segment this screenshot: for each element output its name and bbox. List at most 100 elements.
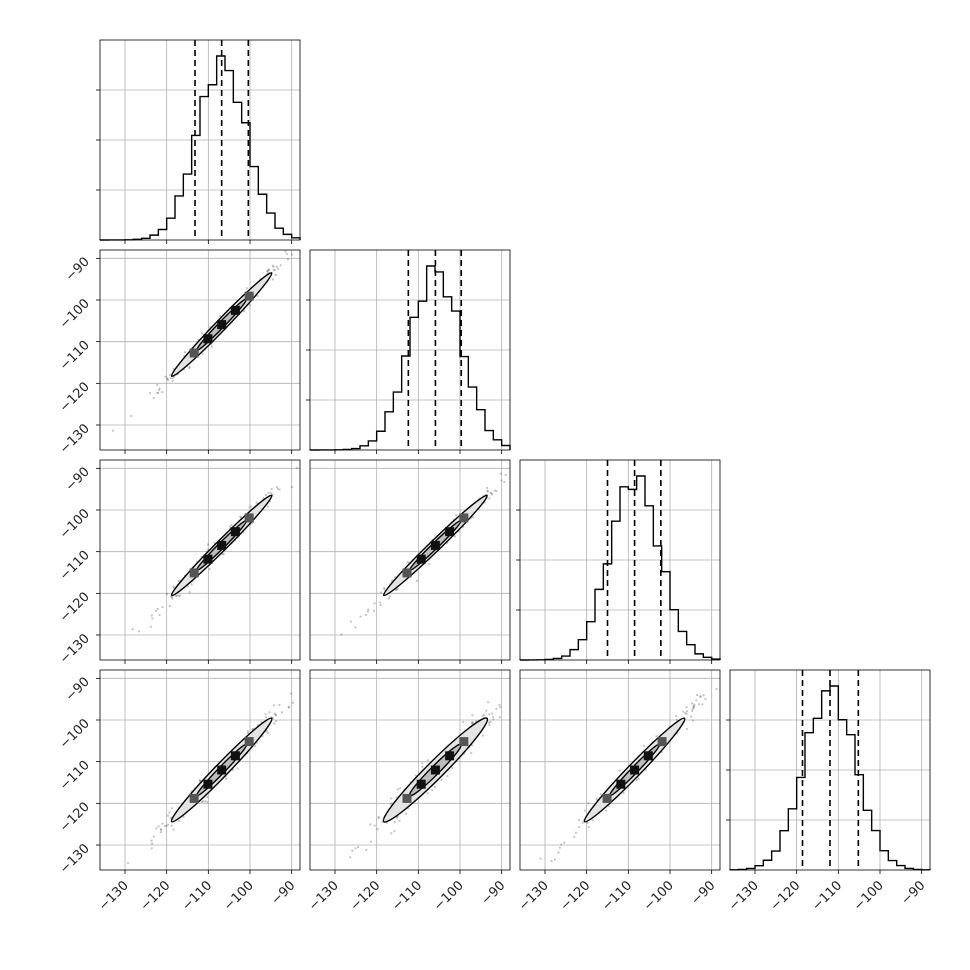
scatter-point — [704, 697, 707, 701]
density-cell — [459, 513, 469, 523]
scatter-point — [379, 603, 382, 607]
scatter-point — [111, 429, 114, 432]
scatter-point — [583, 809, 586, 812]
tick-label-y: −110 — [57, 338, 93, 374]
scatter-point — [406, 561, 409, 564]
density-cell — [230, 527, 240, 537]
scatter-point — [287, 706, 290, 709]
scatter-point — [587, 802, 590, 805]
scatter-point — [372, 609, 375, 612]
scatter-point — [161, 606, 164, 609]
scatter-point — [264, 712, 267, 716]
tick-label-y: −130 — [57, 841, 93, 877]
scatter-point — [273, 712, 277, 715]
scatter-point — [210, 345, 214, 348]
tick-label-x: −100 — [431, 878, 467, 914]
scatter-point — [389, 797, 392, 800]
scatter-point — [489, 491, 492, 494]
scatter-point — [489, 720, 492, 723]
scatter-point — [486, 701, 490, 704]
scatter-point — [156, 383, 159, 386]
scatter-point — [675, 718, 678, 721]
density-cell — [203, 779, 213, 789]
scatter-point — [488, 723, 491, 727]
scatter-point — [280, 711, 283, 714]
tick-label-x: −120 — [768, 878, 804, 914]
scatter-point — [699, 695, 702, 698]
histogram-0 — [99, 55, 301, 241]
scatter-point — [164, 375, 167, 378]
scatter-point — [270, 487, 273, 491]
scatter-point — [290, 486, 294, 489]
scatter-point — [504, 473, 507, 476]
tick-label-x: −120 — [348, 878, 384, 914]
scatter-point — [278, 703, 281, 707]
scatter-point — [276, 487, 279, 490]
scatter-point — [622, 791, 625, 795]
scatter-point — [577, 818, 581, 822]
scatter-point — [202, 800, 205, 803]
scatter-point — [399, 787, 402, 790]
scatter-point — [274, 713, 277, 716]
density-cell — [217, 765, 227, 775]
scatter-point — [266, 269, 269, 273]
scatter-point — [170, 824, 173, 827]
scatter-point — [264, 493, 267, 496]
scatter-point — [248, 304, 251, 307]
scatter-point — [396, 788, 399, 791]
scatter-point — [295, 466, 299, 470]
scatter-point — [470, 721, 474, 724]
scatter-point — [268, 711, 271, 714]
panel-frame — [729, 669, 931, 871]
density-cell — [230, 305, 240, 315]
density-cell — [230, 751, 240, 761]
density-cell — [203, 554, 213, 564]
scatter-point — [369, 823, 372, 826]
scatter-point — [471, 714, 474, 717]
scatter-point — [183, 351, 187, 354]
panels-layer: −130−120−110−100−90−130−120−110−100−90−1… — [57, 39, 931, 914]
scatter-point — [691, 702, 694, 705]
density-cell — [657, 737, 667, 747]
scatter-point — [188, 591, 191, 594]
density-cell — [189, 348, 199, 358]
scatter-point — [157, 825, 160, 828]
tick-label-x: −120 — [138, 878, 174, 914]
scatter-point — [701, 703, 704, 706]
tick-label-y: −100 — [57, 506, 93, 542]
scatter-point — [481, 714, 484, 717]
scatter-point — [154, 609, 158, 612]
scatter-point — [149, 625, 152, 628]
scatter-point — [150, 839, 153, 842]
density-cell — [630, 765, 640, 775]
scatter-point — [167, 823, 170, 826]
scatter-point — [201, 352, 204, 355]
histogram-3 — [729, 685, 931, 871]
scatter-point — [188, 365, 191, 369]
scatter-point — [163, 824, 166, 828]
scatter-point — [692, 706, 695, 709]
scatter-point — [200, 332, 204, 335]
scatter-point — [396, 588, 399, 591]
tick-label-y: −100 — [57, 716, 93, 752]
panel-2-1 — [309, 459, 511, 664]
tick-label-y: −90 — [63, 675, 93, 705]
scatter-point — [267, 491, 270, 494]
density-cell — [189, 793, 199, 803]
scatter-point — [685, 705, 688, 709]
panel-frame — [99, 39, 301, 241]
scatter-point — [166, 377, 169, 380]
scatter-point — [176, 594, 179, 597]
scatter-point — [266, 505, 269, 508]
scatter-point — [271, 278, 275, 281]
panel-frame — [99, 459, 301, 661]
scatter-point — [373, 602, 376, 605]
scatter-point — [155, 827, 158, 830]
scatter-point — [272, 704, 275, 707]
scatter-point — [500, 479, 503, 482]
scatter-point — [563, 841, 566, 844]
scatter-point — [161, 391, 164, 394]
panel-1-0: −130 −120 −110 −100 −90 — [57, 249, 301, 457]
tick-label-x: −100 — [221, 878, 257, 914]
density-cell — [189, 568, 199, 578]
